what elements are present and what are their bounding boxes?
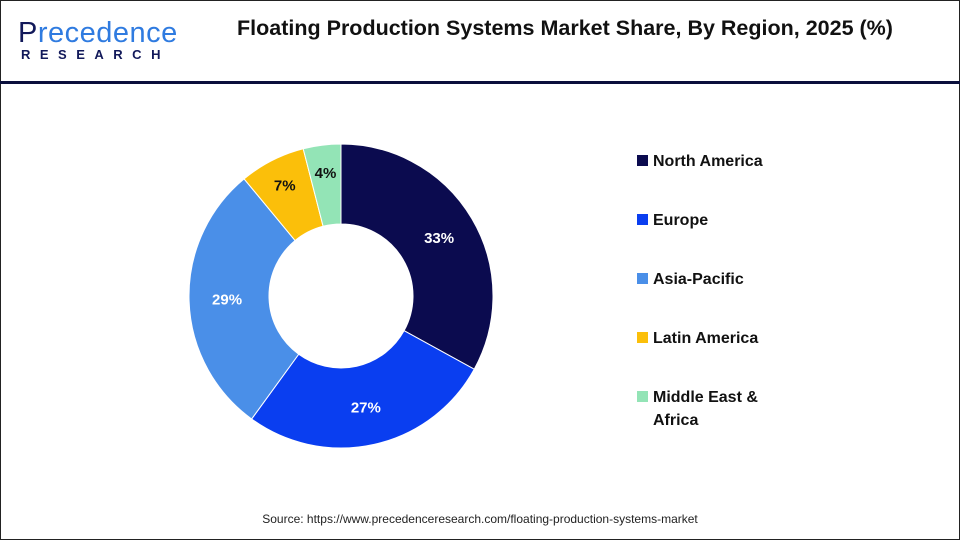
legend-label: Asia-Pacific — [653, 271, 744, 288]
legend-swatch — [637, 214, 648, 225]
donut-slice-asia-pacific — [188, 178, 300, 420]
legend-label: Latin America — [653, 330, 759, 347]
logo: Precedence RESEARCH — [18, 18, 178, 62]
legend-swatch — [637, 155, 648, 166]
data-label: 29% — [212, 292, 242, 309]
chart-title: Floating Production Systems Market Share… — [237, 16, 893, 40]
donut-slice-europe — [250, 330, 475, 449]
source-note: Source: https://www.precedenceresearch.c… — [262, 512, 698, 526]
logo-subtitle: RESEARCH — [21, 47, 170, 62]
legend-label: Middle East & Africa — [653, 389, 758, 429]
data-label: 27% — [351, 399, 381, 416]
legend-swatch — [637, 391, 648, 402]
donut-slice-middle-east-africa — [302, 143, 342, 227]
logo-word: recedence — [37, 17, 178, 49]
legend-swatch — [637, 332, 648, 343]
legend-swatch — [637, 273, 648, 284]
logo-letter: P — [18, 17, 38, 49]
data-label: 7% — [274, 178, 296, 195]
donut-slice-north-america — [340, 143, 494, 370]
data-label: 4% — [315, 165, 337, 182]
legend-label: Europe — [653, 212, 709, 229]
donut-chart: 33% 27% 29% 7% 4% — [188, 143, 494, 449]
data-label: 33% — [424, 230, 454, 247]
legend-label: North America — [653, 153, 763, 170]
header-divider — [0, 81, 960, 84]
